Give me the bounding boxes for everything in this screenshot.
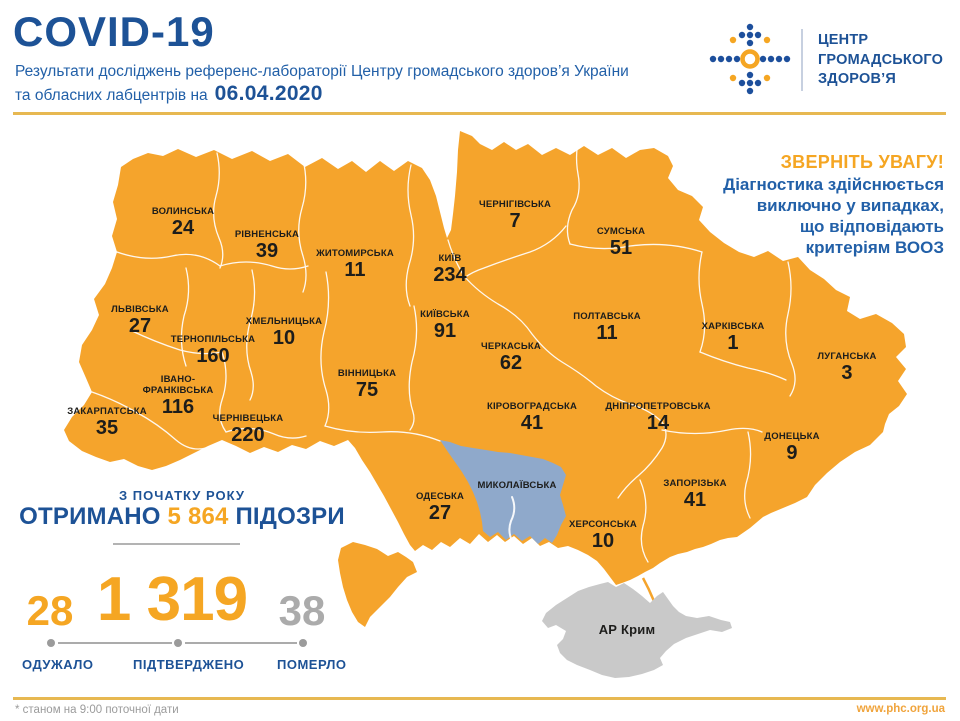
crimea-region-shape (542, 582, 732, 678)
stat-dot (174, 639, 182, 647)
region-vinnytska: ВІННИЦЬКА 75 (337, 368, 397, 401)
region-donetska: ДОНЕЦЬКА 9 (764, 431, 820, 464)
subtitle-line2: та обласних лабцентрів на 06.04.2020 (15, 82, 323, 106)
summary-received-line: ОТРИМАНО 5 864 ПІДОЗРИ (0, 503, 364, 531)
stat-recovered-label: ОДУЖАЛО (22, 657, 94, 672)
subtitle-line1: Результати досліджень референс-лаборатор… (15, 63, 629, 80)
notice-heading: ЗВЕРНІТЬ УВАГУ! (780, 152, 944, 172)
logo-org-line1: ЦЕНТР (818, 32, 869, 48)
region-dnipropetrovska: ДНІПРОПЕТРОВСЬКА 14 (605, 401, 711, 434)
phc-dotburst-icon (709, 23, 791, 95)
subtitle-line2-prefix: та обласних лабцентрів на (15, 87, 208, 104)
stat-died-value: 38 (278, 587, 326, 634)
region-khmelnytska: ХМЕЛЬНИЦЬКА 10 (245, 316, 323, 349)
footer-website-link[interactable]: www.phc.org.ua (856, 703, 945, 715)
mykolaiv-region-shape (440, 440, 566, 544)
received-prefix: ОТРИМАНО (19, 503, 161, 530)
stat-connector-line (58, 642, 172, 644)
oblast-borders (91, 129, 796, 563)
region-kyiv-city: КИЇВ 234 (433, 253, 467, 286)
logo-org-line2: ГРОМАДСЬКОГО (818, 51, 944, 68)
page-title: COVID-19 (13, 8, 215, 55)
report-date: 06.04.2020 (214, 82, 323, 105)
stat-died-label: ПОМЕРЛО (277, 657, 347, 672)
stat-recovered-value: 28 (26, 587, 74, 634)
region-ar-krym: АР Крим (598, 622, 656, 637)
received-count: 5 864 (167, 503, 229, 530)
region-zhytomyrska: ЖИТОМИРСЬКА 11 (316, 248, 394, 281)
region-chernivetska: ЧЕРНІВЕЦЬКА 220 (212, 413, 284, 446)
stat-confirmed-label: ПІДТВЕРДЖЕНО (133, 657, 245, 672)
region-ternopilska: ТЕРНОПІЛЬСЬКА 160 (170, 334, 256, 367)
notice-line3: що відповідають (799, 217, 944, 236)
notice-line2: виключно у випадках, (756, 196, 944, 215)
region-chernihivska: ЧЕРНІГІВСЬКА 7 (478, 199, 552, 232)
notice-block: ЗВЕРНІТЬ УВАГУ! Діагностика здійснюється… (723, 150, 944, 258)
region-kharkivska: ХАРКІВСЬКА 1 (701, 321, 765, 354)
region-sumska: СУМСЬКА 51 (596, 226, 646, 259)
bottom-divider-rule (13, 697, 946, 700)
region-luhanska: ЛУГАНСЬКА 3 (817, 351, 877, 384)
footer-note: * станом на 9:00 поточної дати (15, 704, 179, 716)
region-lvivska: ЛЬВІВСЬКА 27 (111, 304, 169, 337)
region-ivano-frankivska: ІВАНО- ФРАНКІВСЬКА 116 (142, 374, 214, 418)
region-cherkaska: ЧЕРКАСЬКА 62 (481, 341, 541, 374)
stat-connector-line (185, 642, 297, 644)
region-kyivska: КИЇВСЬКА 91 (420, 309, 470, 342)
summary-divider (113, 543, 240, 545)
received-suffix: ПІДОЗРИ (235, 503, 345, 530)
region-zakarpatska: ЗАКАРПАТСЬКА 35 (67, 406, 147, 439)
budjak-odesa-shape (338, 542, 417, 627)
region-rivnenska: РІВНЕНСЬКА 39 (234, 229, 300, 262)
stat-confirmed-value: 1 319 (96, 565, 248, 634)
region-poltavska: ПОЛТАВСЬКА 11 (573, 311, 641, 344)
summary-period-label: З ПОЧАТКУ РОКУ (119, 488, 245, 503)
region-mykolaivska: МИКОЛАЇВСЬКА (477, 480, 557, 491)
region-khersonska: ХЕРСОНСЬКА 10 (569, 519, 637, 552)
stat-dot (47, 639, 55, 647)
region-zaporizka: ЗАПОРІЗЬКА 41 (663, 478, 727, 511)
notice-line4: критеріям ВООЗ (805, 238, 944, 257)
logo-divider (801, 29, 803, 91)
ukraine-outline-shape (64, 131, 907, 585)
region-volynska: ВОЛИНСЬКА 24 (151, 206, 215, 239)
region-kirovohradska: КІРОВОГРАДСЬКА 41 (486, 401, 578, 434)
logo-org-name: ЦЕНТР ГРОМАДСЬКОГО ЗДОРОВ’Я (818, 31, 943, 90)
notice-line1: Діагностика здійснюється (723, 175, 944, 194)
logo-org-line3: ЗДОРОВ’Я (818, 71, 896, 87)
stat-dot (299, 639, 307, 647)
top-divider-rule (13, 112, 946, 115)
region-odeska: ОДЕСЬКА 27 (415, 491, 465, 524)
